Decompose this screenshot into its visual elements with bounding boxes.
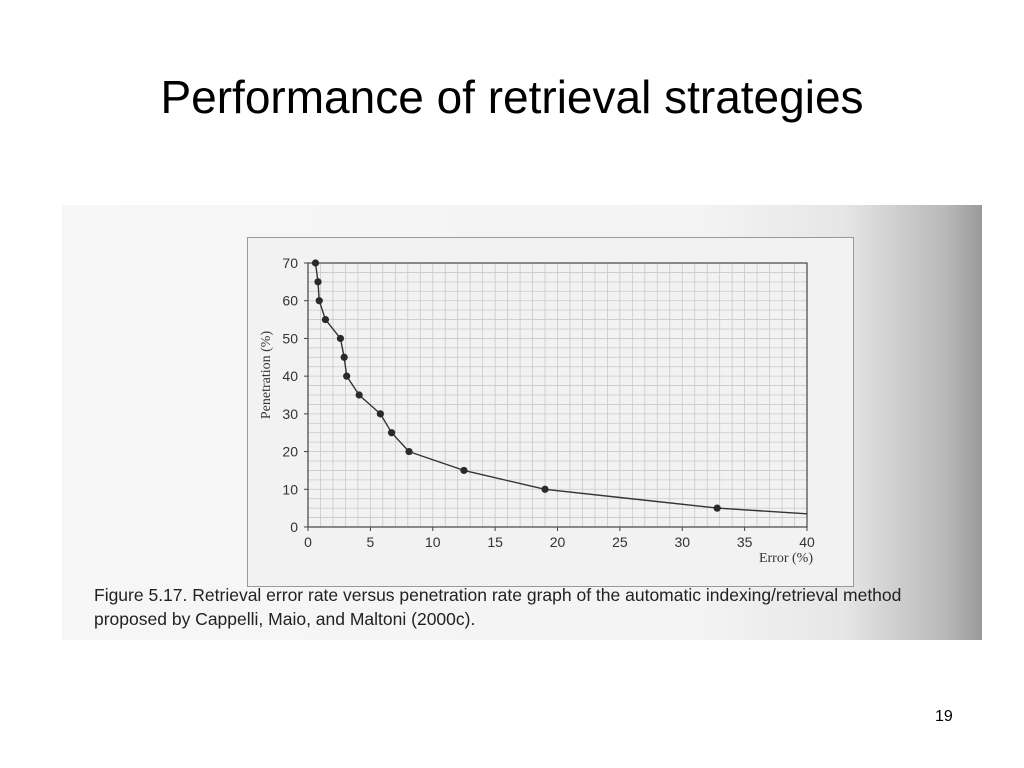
- y-tick-label: 20: [282, 444, 298, 460]
- x-tick-label: 10: [425, 534, 441, 550]
- x-tick-label: 0: [304, 534, 312, 550]
- page-number: 19: [935, 708, 953, 725]
- data-point: [321, 315, 330, 324]
- x-tick-label: 15: [487, 534, 503, 550]
- y-tick-label: 50: [282, 330, 298, 346]
- grid: [307, 262, 808, 528]
- y-tick-label: 40: [282, 368, 298, 384]
- x-tick-label: 20: [550, 534, 566, 550]
- y-tick-label: 0: [290, 519, 298, 535]
- x-tick-label: 5: [366, 534, 374, 550]
- data-point: [336, 334, 345, 343]
- data-point: [315, 297, 323, 305]
- scanned-figure: 0 5 10 15 20 25 30 35 40 0 10 20 30 40 50 60 70 Error (%…: [62, 205, 982, 640]
- caption-text: Retrieval error rate versus penetration …: [94, 585, 902, 629]
- data-points: [311, 259, 721, 512]
- x-tick-label: 40: [799, 534, 815, 550]
- figure-caption: Figure 5.17. Retrieval error rate versus…: [94, 583, 974, 631]
- tick-labels: 0 5 10 15 20 25 30 35 40 0 10 20 30 40 50 60 70: [282, 255, 815, 550]
- data-point: [314, 278, 322, 286]
- data-point: [376, 410, 384, 418]
- slide-title: Performance of retrieval strategies: [160, 71, 864, 123]
- data-point: [405, 447, 413, 456]
- data-point: [311, 259, 320, 267]
- data-point: [713, 504, 721, 512]
- data-point: [343, 372, 351, 380]
- data-point: [355, 391, 363, 399]
- data-point: [387, 429, 396, 437]
- data-point: [340, 353, 348, 361]
- data-point: [460, 466, 468, 475]
- x-axis-label: Error (%): [759, 551, 813, 566]
- y-tick-label: 30: [282, 406, 298, 422]
- x-tick-label: 30: [674, 534, 690, 550]
- y-tick-label: 70: [282, 255, 298, 271]
- chart: 0 5 10 15 20 25 30 35 40 0 10 20 30 40 50 60 70 Error (%…: [259, 255, 815, 566]
- y-tick-label: 60: [282, 293, 298, 309]
- data-point: [541, 485, 549, 493]
- y-tick-label: 10: [282, 481, 298, 497]
- x-tick-label: 25: [612, 534, 628, 550]
- y-axis-label: Penetration (%): [259, 331, 274, 420]
- caption-label: Figure 5.17.: [94, 585, 188, 605]
- x-tick-label: 35: [737, 534, 753, 550]
- plot-frame: [247, 237, 854, 587]
